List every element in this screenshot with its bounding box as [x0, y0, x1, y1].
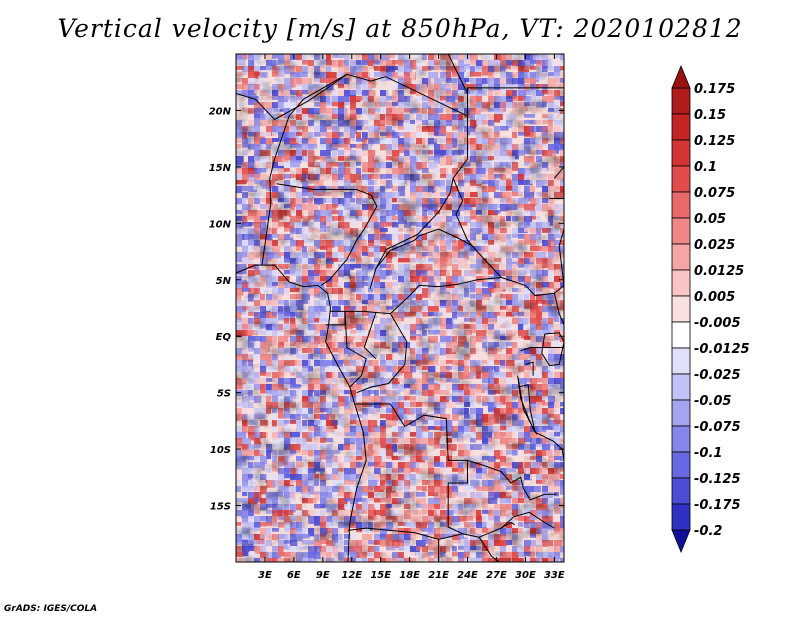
colorbar: 0.175 0.15 0.125 0.1 0.075 0.05 0.025 0.0125 0.0… [671, 64, 750, 554]
colorbar-swatch [671, 165, 691, 193]
border-line [347, 527, 463, 540]
colorbar-swatch [671, 113, 691, 141]
colorbar-label: 0.125 [694, 134, 735, 149]
colorbar-label: -0.2 [694, 524, 722, 539]
lon-tick-label: 9E [316, 570, 330, 581]
border-line [236, 264, 367, 562]
border-line [467, 459, 557, 501]
border-line [363, 312, 377, 360]
plot-frame [235, 53, 565, 563]
border-line [261, 73, 468, 289]
colorbar-swatch [671, 347, 691, 375]
colorbar-label: 0.025 [694, 238, 735, 253]
colorbar-label: 0.075 [694, 186, 735, 201]
colorbar-label: -0.0125 [694, 342, 750, 357]
border-line [354, 403, 480, 538]
border-line [520, 347, 564, 352]
border-line [390, 277, 502, 314]
colorbar-swatch [671, 243, 691, 271]
lat-tick-label: 10N [209, 219, 232, 230]
colorbar-swatch [671, 191, 691, 219]
lon-tick-label: 24E [457, 570, 478, 581]
lon-tick-label: 18E [399, 570, 420, 581]
border-line [525, 361, 534, 376]
colorbar-label: -0.075 [694, 420, 741, 435]
border-line [375, 228, 473, 269]
border-line [452, 178, 564, 297]
border-line [554, 166, 564, 179]
lat-tick-label: 20N [209, 106, 232, 117]
border-line [478, 511, 555, 538]
lon-tick-label: 12E [341, 570, 362, 581]
colorbar-max-arrow [671, 64, 691, 89]
latitude-axis: 20N 15N 10N 5N EQ 5S 10S 15S [209, 106, 564, 513]
lon-tick-label: 33E [544, 570, 565, 581]
colorbar-label: -0.005 [694, 316, 741, 331]
colorbar-swatch [671, 321, 691, 349]
border-line [517, 375, 538, 435]
colorbar-label: 0.1 [694, 160, 717, 175]
plot-area [236, 54, 564, 562]
vertical-velocity-field [236, 54, 564, 562]
border-line [553, 293, 564, 326]
country-borders [236, 54, 564, 562]
colorbar-swatch [671, 399, 691, 427]
colorbar-swatch [671, 451, 691, 479]
border-line [447, 54, 468, 94]
colorbar-label: 0.05 [694, 212, 726, 227]
colorbar-label: 0.15 [694, 108, 726, 123]
border-line [563, 443, 564, 479]
colorbar-swatch [671, 373, 691, 401]
colorbar-label: 0.175 [694, 82, 735, 97]
field-texture [236, 54, 564, 562]
lat-tick-label: 15N [209, 163, 232, 174]
lat-tick-label: 15S [210, 502, 231, 513]
lat-tick-label: EQ [216, 332, 232, 343]
longitude-axis: 3E 6E 9E 12E 15E 18E 21E 24E 27E 30E 33E [258, 54, 565, 581]
colorbar-label: -0.1 [694, 446, 722, 461]
colorbar-swatch [671, 87, 691, 115]
border-line [467, 87, 564, 117]
lat-tick-label: 5N [216, 276, 232, 287]
border-line [276, 183, 378, 286]
colorbar-swatch [671, 295, 691, 323]
lon-tick-label: 30E [515, 570, 536, 581]
lon-tick-label: 6E [287, 570, 301, 581]
colorbar-swatch [671, 503, 691, 531]
colorbar-min-arrow [671, 529, 691, 554]
colorbar-label: 0.0125 [694, 264, 744, 279]
colorbar-label: 0.005 [694, 290, 735, 305]
lon-tick-label: 21E [428, 570, 449, 581]
map-title: Vertical velocity [m/s] at 850hPa, VT: 2… [57, 14, 743, 43]
lon-tick-label: 27E [486, 570, 507, 581]
colorbar-label: -0.125 [694, 472, 741, 487]
border-line [501, 521, 516, 529]
border-line [541, 332, 564, 367]
colorbar-label: -0.175 [694, 498, 741, 513]
colorbar-swatch [671, 217, 691, 245]
border-line [344, 311, 367, 388]
grads-credit: GrADS: IGES/COLA [4, 604, 98, 614]
colorbar-swatch [671, 269, 691, 297]
colorbar-label: -0.025 [694, 368, 741, 383]
lon-tick-label: 15E [370, 570, 391, 581]
lon-tick-label: 3E [258, 570, 272, 581]
colorbar-label: -0.05 [694, 394, 731, 409]
border-line [345, 310, 408, 394]
border-line [558, 228, 564, 286]
lat-tick-label: 10S [210, 445, 231, 456]
colorbar-swatch [671, 139, 691, 167]
colorbar-swatch [671, 425, 691, 453]
lat-tick-label: 5S [217, 389, 231, 400]
colorbar-swatch [671, 477, 691, 505]
border-line [236, 73, 348, 121]
